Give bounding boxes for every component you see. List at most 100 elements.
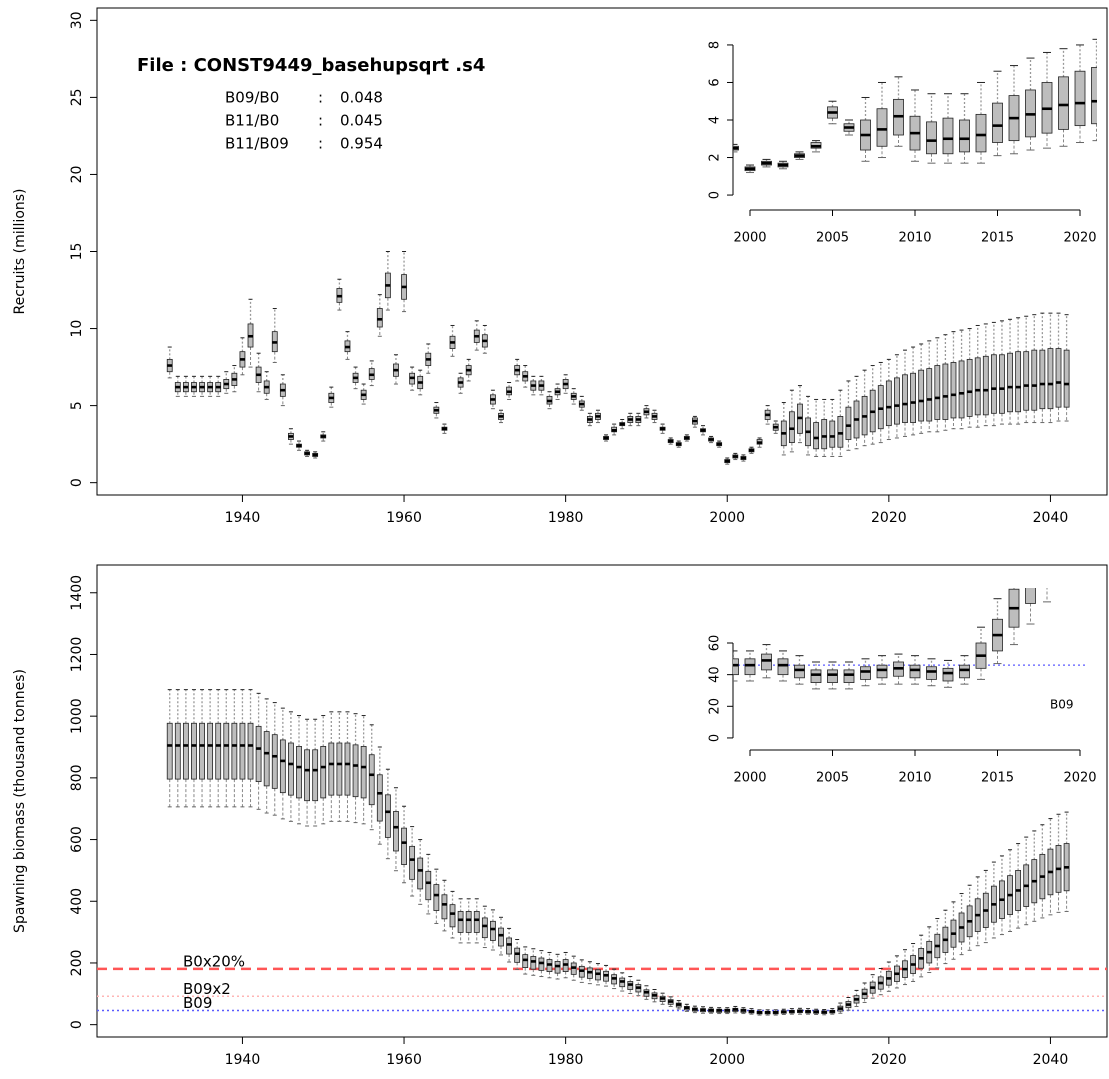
boxes [166, 689, 1070, 1016]
inset-reference-label: B09 [1050, 698, 1074, 712]
box [279, 739, 286, 794]
box [827, 669, 838, 683]
box [376, 308, 383, 328]
box [950, 362, 957, 419]
box [166, 722, 173, 780]
inset-y-tick-label: 20 [708, 698, 723, 715]
inset-x-tick-label: 2020 [1063, 771, 1096, 786]
stat-name: B11/B0 [225, 112, 279, 130]
box [288, 742, 294, 796]
stat-value: 0.045 [340, 112, 383, 130]
box [223, 722, 230, 780]
y-tick-label: 0 [69, 478, 85, 487]
box [255, 725, 262, 782]
x-tick-label: 2040 [1033, 1052, 1069, 1068]
box [982, 355, 989, 416]
box [239, 722, 246, 780]
y-axis-label: Spawning biomass (thousand tonnes) [12, 669, 28, 933]
box [1092, 437, 1102, 516]
x-tick-label: 2000 [709, 1052, 745, 1068]
x-tick-label: 2040 [1033, 510, 1069, 526]
box [959, 119, 970, 153]
box [409, 845, 416, 880]
box [191, 722, 197, 780]
box [942, 363, 949, 420]
box [794, 664, 805, 679]
box [457, 911, 464, 933]
x-tick-label: 1940 [225, 1052, 261, 1068]
inset-y-tick-label: 0 [708, 191, 723, 199]
box [207, 722, 214, 780]
box [514, 947, 521, 963]
box [909, 664, 921, 679]
y-tick-label: 10 [69, 320, 85, 338]
y-tick-label: 1000 [69, 698, 85, 734]
box [885, 380, 892, 427]
y-tick-label: 30 [69, 11, 85, 29]
box [1058, 76, 1069, 130]
box [320, 745, 327, 799]
inset-y-tick-label: 4 [708, 116, 723, 124]
box [733, 658, 739, 676]
y-tick-label: 25 [69, 88, 85, 106]
box [876, 664, 888, 679]
box [231, 722, 238, 780]
box [959, 664, 970, 679]
box [530, 956, 537, 970]
box [417, 857, 424, 890]
box [1042, 520, 1052, 577]
inset-x-tick-label: 2000 [733, 231, 766, 246]
y-tick-label: 15 [69, 243, 85, 261]
inset-boxes [733, 38, 1097, 174]
box [344, 742, 351, 796]
box [441, 894, 448, 920]
inset-x-tick-label: 2010 [898, 771, 931, 786]
x-tick-label: 1940 [225, 510, 261, 526]
box [1075, 464, 1085, 535]
box [926, 121, 937, 155]
box [942, 117, 954, 155]
box [1023, 351, 1030, 411]
box [368, 754, 375, 806]
box [247, 722, 254, 780]
box [433, 884, 440, 911]
inset-y-tick-label: 8 [708, 41, 723, 49]
stat-value: 0.954 [340, 135, 383, 153]
box [352, 744, 359, 798]
box [926, 666, 937, 680]
box [506, 937, 512, 955]
box [821, 419, 828, 450]
box [974, 357, 981, 416]
box [174, 722, 181, 780]
box [860, 666, 871, 680]
inset-x-tick-label: 2015 [981, 231, 1014, 246]
box [837, 416, 844, 448]
box [490, 920, 496, 941]
box [449, 904, 456, 928]
box [877, 385, 884, 430]
box [304, 749, 310, 802]
box [975, 113, 987, 153]
stat-value: 0.048 [340, 89, 383, 107]
inset-y-tick-label: 60 [708, 635, 723, 652]
inset-y-tick-label: 6 [708, 78, 723, 86]
box [271, 734, 278, 789]
box [992, 102, 1003, 143]
reference-label: B0x20% [183, 952, 245, 970]
box [902, 374, 908, 423]
file-label: File : CONST9449_basehupsqrt .s4 [137, 55, 485, 76]
box [481, 917, 488, 939]
inset-x-tick-label: 2015 [981, 771, 1014, 786]
y-tick-label: 200 [69, 950, 85, 977]
stat-separator: : [318, 89, 323, 107]
box [498, 927, 504, 947]
box [990, 354, 997, 414]
box [761, 653, 772, 671]
reference-label: B09 [183, 994, 212, 1012]
box [1015, 351, 1022, 413]
y-tick-label: 600 [69, 826, 85, 853]
box [1091, 67, 1097, 125]
box [1047, 348, 1054, 410]
plot-frame [96, 564, 1108, 1038]
